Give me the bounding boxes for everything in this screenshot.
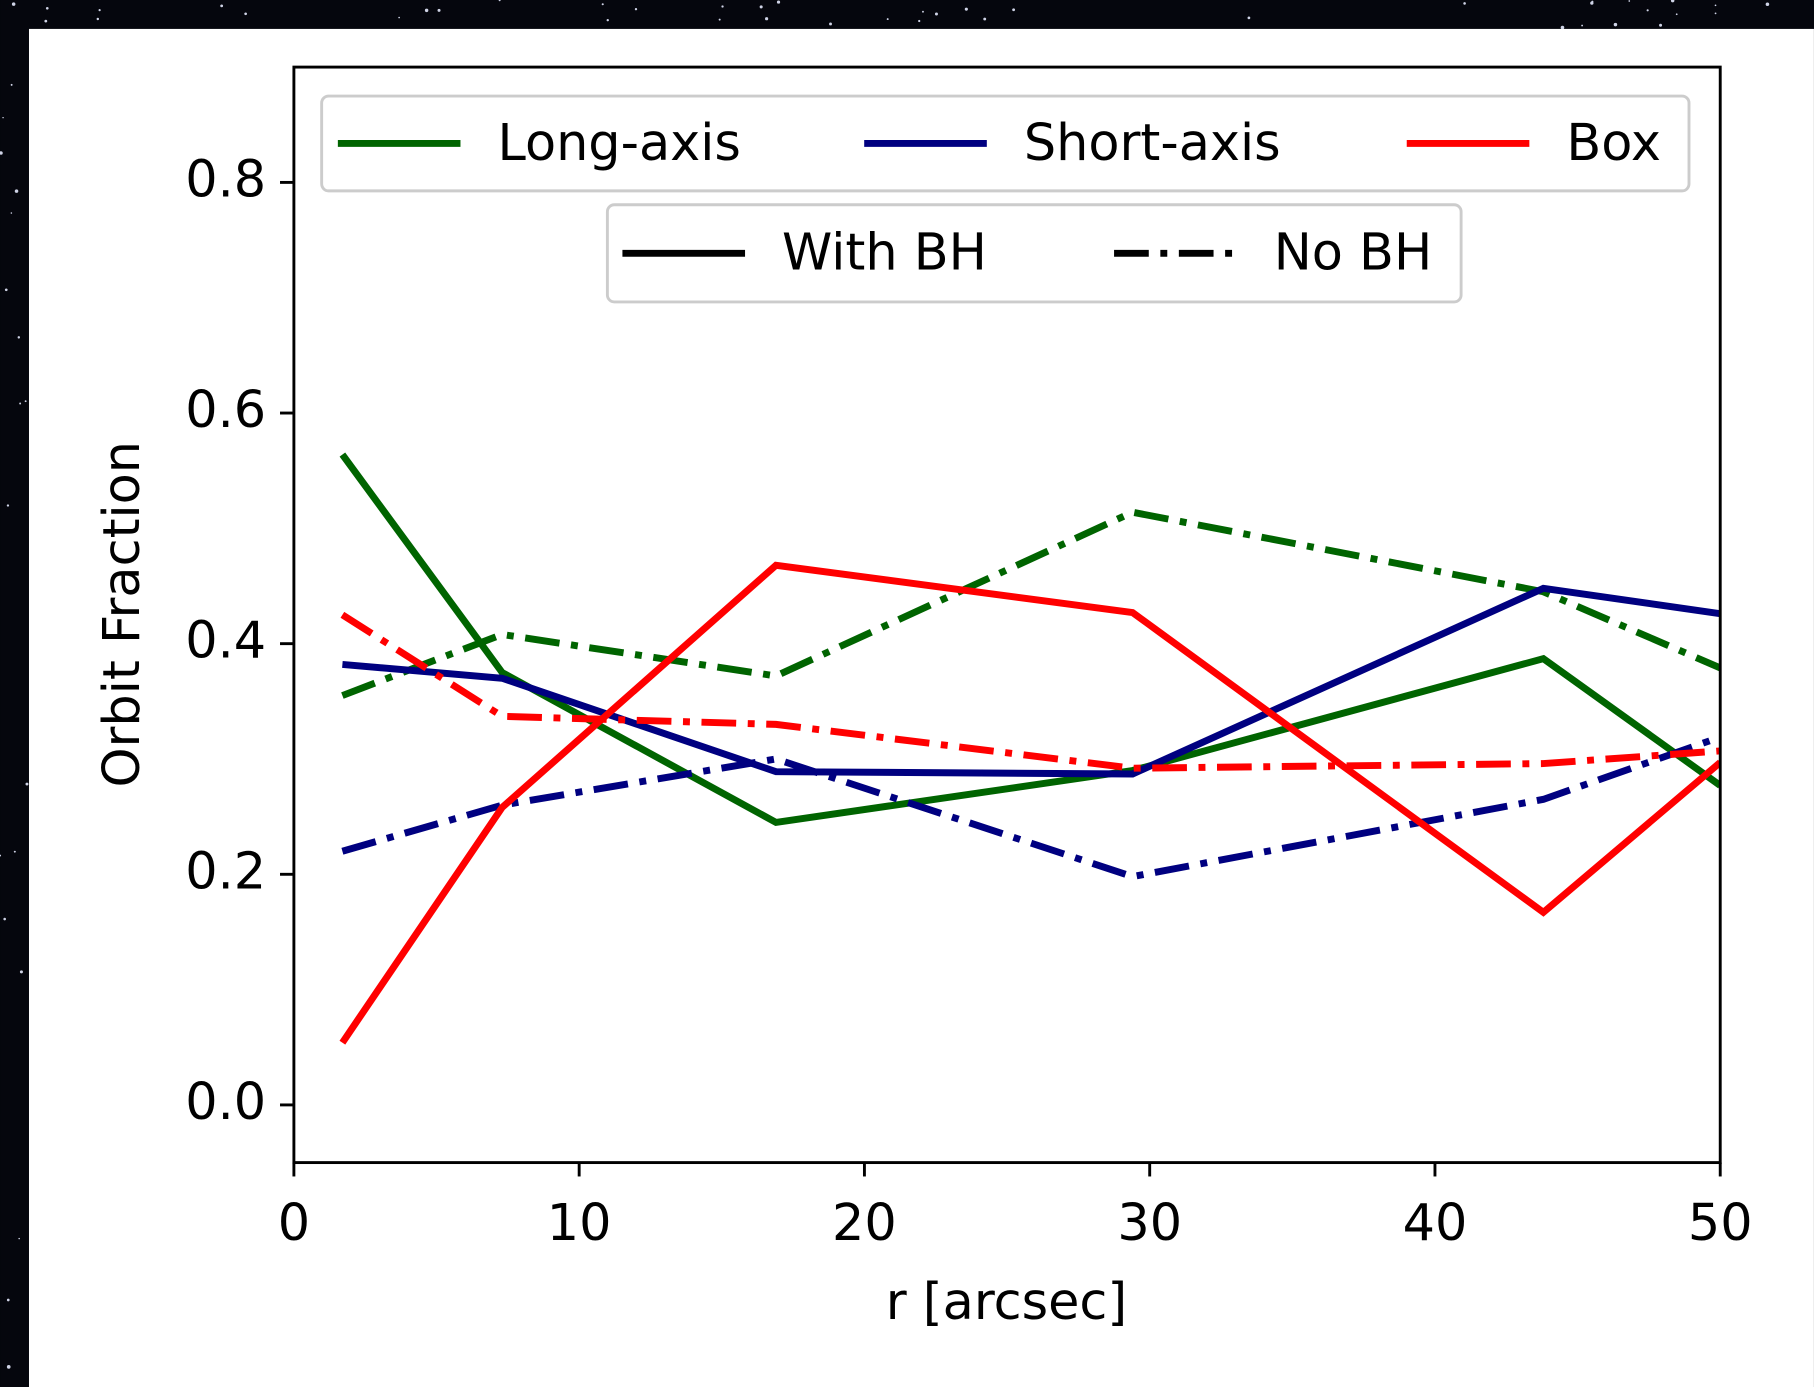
star: [24, 400, 27, 403]
legend-label: Short-axis: [1024, 114, 1281, 173]
star: [1247, 16, 1251, 20]
x-tick-label: 10: [547, 1194, 612, 1253]
star: [10, 83, 13, 86]
star: [983, 17, 987, 21]
y-axis-title: Orbit Fraction: [93, 441, 152, 788]
y-tick-label: 0.4: [185, 612, 266, 671]
star: [1590, 1, 1594, 5]
series-line: [340, 611, 1721, 772]
legend-label: Box: [1566, 114, 1661, 173]
star: [398, 16, 400, 19]
star: [1463, 2, 1466, 5]
star: [437, 8, 441, 12]
y-tick-label: 0.0: [185, 1073, 266, 1132]
x-axis-title: r [arcsec]: [886, 1273, 1128, 1332]
star: [17, 336, 21, 339]
star: [1628, 0, 1631, 2]
series-group: [339, 452, 1721, 1045]
star: [98, 9, 101, 12]
star: [1765, 2, 1770, 6]
y-tick-label: 0.8: [185, 150, 266, 209]
series-line: [339, 452, 1721, 827]
star: [759, 5, 763, 9]
x-tick-label: 50: [1688, 1194, 1753, 1253]
star: [765, 17, 769, 21]
star: [6, 1365, 11, 1369]
star: [1675, 13, 1678, 16]
star: [1581, 24, 1584, 27]
star: [19, 402, 22, 405]
stars: [0, 0, 1770, 1369]
x-tick-label: 0: [278, 1194, 310, 1253]
plot-area: 0 10 20 30 40 50 0.0 0.2 0.4 0.6 0.8 Long-axis Short…: [185, 65, 1753, 1253]
star: [424, 8, 429, 13]
star: [1670, 0, 1675, 3]
series-line: [341, 733, 1721, 881]
star: [829, 22, 832, 26]
star: [606, 18, 609, 22]
star: [776, 0, 781, 4]
star: [886, 18, 889, 21]
star: [18, 1237, 20, 1240]
star: [1613, 22, 1618, 27]
star: [634, 8, 638, 11]
star: [1714, 12, 1717, 15]
star: [1659, 23, 1663, 27]
legend-box: [605, 203, 1463, 304]
star: [6, 504, 10, 507]
series-line: [341, 508, 1721, 699]
star: [19, 970, 23, 974]
star: [44, 19, 48, 23]
legend-box: [320, 94, 1691, 193]
star: [1646, 9, 1649, 12]
star: [244, 12, 247, 16]
star: [13, 850, 16, 853]
star: [1560, 25, 1565, 30]
star: [14, 189, 19, 193]
star: [721, 5, 724, 8]
star: [0, 151, 3, 155]
legend-label: Long-axis: [497, 114, 740, 173]
star: [25, 782, 29, 786]
x-tick-label: 30: [1117, 1194, 1182, 1253]
star: [4, 288, 8, 292]
star: [10, 212, 13, 214]
star: [601, 3, 604, 6]
star: [220, 4, 224, 8]
star: [918, 19, 921, 23]
legend-label: With BH: [782, 224, 987, 283]
series-line: [339, 561, 1721, 1045]
series-line: [342, 584, 1721, 778]
star: [718, 18, 721, 21]
star: [934, 12, 938, 16]
star: [1012, 8, 1016, 12]
star: [96, 17, 100, 21]
legend: Long-axis Short-axis Box: [320, 94, 1691, 193]
star: [964, 7, 968, 11]
star: [3, 917, 6, 921]
legend-label: No BH: [1274, 224, 1433, 283]
x-tick-label: 20: [832, 1194, 897, 1253]
plot-frame: [292, 65, 1722, 1165]
star: [11, 2, 16, 6]
star: [45, 6, 49, 10]
star: [922, 10, 924, 13]
y-tick-label: 0.2: [185, 842, 266, 901]
x-tick-label: 40: [1403, 1194, 1468, 1253]
star: [0, 854, 2, 857]
star: [498, 0, 501, 2]
star: [6, 1298, 10, 1302]
star: [2, 116, 4, 119]
legend: With BH No BH: [605, 203, 1463, 304]
star: [1714, 4, 1717, 7]
y-tick-label: 0.6: [185, 381, 266, 440]
